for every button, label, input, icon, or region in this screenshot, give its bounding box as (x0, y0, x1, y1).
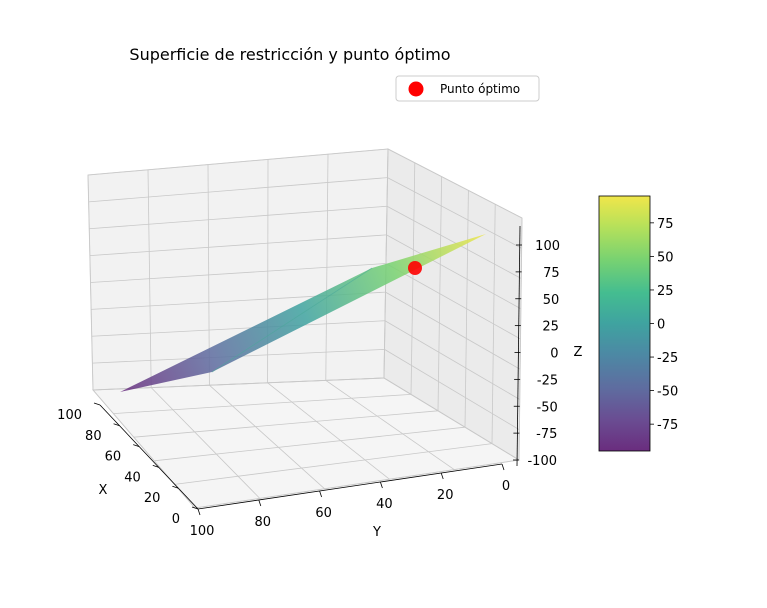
legend: Punto óptimo (396, 76, 539, 101)
y-tick-label: 100 (190, 524, 215, 539)
colorbar-tick-label: 75 (657, 217, 674, 232)
z-tick-label: -50 (537, 400, 558, 415)
x-tick-label: 100 (57, 408, 82, 423)
x-tick-label: 20 (144, 491, 161, 506)
optimal-point-marker (408, 261, 422, 275)
z-tick-label: 50 (543, 293, 560, 308)
colorbar-ticks: -75 -50 -25 0 25 50 75 (650, 217, 678, 433)
z-tick-label: 100 (535, 239, 560, 254)
y-tick-mark (502, 464, 504, 470)
y-tick-label: 80 (255, 515, 272, 530)
y-tick-label: 20 (437, 488, 454, 503)
colorbar-tick-label: -75 (657, 418, 678, 433)
z-tick-label: 0 (550, 347, 558, 362)
chart-title: Superficie de restricción y punto óptimo (129, 45, 450, 64)
colorbar-tick-label: -50 (657, 385, 678, 400)
y-tick-label: 40 (376, 497, 393, 512)
y-tick-mark (320, 491, 322, 497)
x-tick-mark (94, 403, 100, 405)
colorbar-tick-label: 50 (657, 250, 674, 265)
legend-marker (409, 82, 424, 97)
legend-label: Punto óptimo (440, 82, 520, 96)
x-tick-label: 0 (172, 512, 180, 527)
x-tick-label: 60 (105, 450, 122, 465)
y-tick-label: 60 (315, 506, 332, 521)
x-tick-label: 80 (85, 429, 102, 444)
z-tick-label: -25 (537, 373, 558, 388)
y-axis-label: Y (372, 525, 381, 540)
z-tick-label: 25 (542, 320, 559, 335)
x-axis-label: X (99, 483, 108, 498)
x-tick-label: 40 (124, 470, 141, 485)
y-tick-mark (198, 509, 200, 515)
z-axis-label: Z (574, 345, 583, 360)
y-tick-label: 0 (502, 479, 510, 494)
z-tick-label: -100 (527, 454, 557, 469)
colorbar-tick-label: -25 (657, 351, 678, 366)
colorbar (599, 196, 650, 451)
y-tick-mark (259, 500, 261, 506)
y-tick-mark (441, 473, 443, 479)
z-tick-label: -75 (536, 427, 557, 442)
colorbar-tick-label: 25 (657, 284, 674, 299)
z-tick-label: 75 (543, 266, 560, 281)
colorbar-tick-label: 0 (657, 318, 665, 333)
y-tick-mark (380, 482, 382, 488)
